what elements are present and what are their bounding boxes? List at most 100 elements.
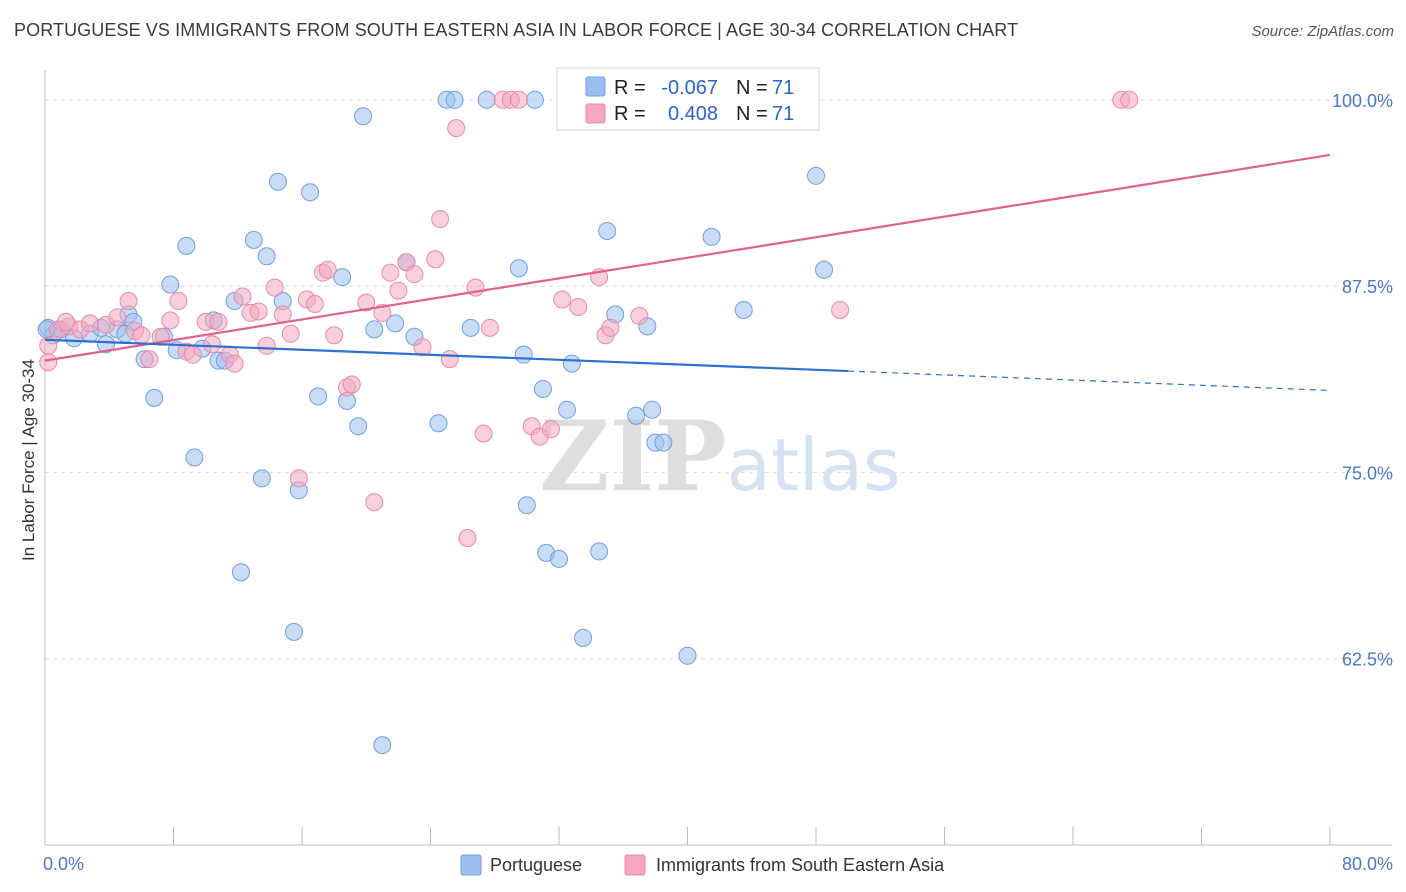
legend-label-immigrants: Immigrants from South Eastern Asia: [656, 855, 945, 875]
data-point: [447, 119, 466, 138]
data-point: [257, 336, 276, 355]
data-point: [474, 424, 493, 443]
data-point: [289, 469, 308, 488]
data-point: [354, 107, 373, 126]
data-point: [56, 312, 75, 331]
data-point: [161, 275, 180, 294]
trend-line-portuguese: [44, 338, 849, 373]
data-point: [365, 493, 384, 512]
y-axis-label: In Labor Force | Age 30-34: [19, 359, 38, 561]
legend-r-value-1: -0.067: [661, 77, 718, 99]
data-point: [185, 448, 204, 467]
data-point: [140, 350, 159, 369]
watermark: ZIPatlas: [539, 400, 900, 513]
data-point: [643, 400, 662, 419]
data-point: [132, 326, 151, 345]
y-tick-label-0: 62.5%: [1342, 650, 1393, 670]
x-tick-label-1: 80.0%: [1342, 854, 1393, 874]
data-point: [268, 172, 287, 191]
data-point: [119, 292, 138, 311]
data-point: [458, 528, 477, 547]
data-point: [145, 388, 164, 407]
data-point: [654, 433, 673, 452]
legend-n-label-2: N =: [736, 103, 768, 125]
data-point: [461, 318, 480, 337]
data-point: [550, 549, 568, 568]
y-tick-label-2: 87.5%: [1342, 277, 1393, 297]
data-point: [562, 354, 581, 373]
data-point: [257, 247, 276, 266]
data-point: [305, 294, 324, 313]
data-point: [533, 379, 552, 398]
data-point: [702, 227, 721, 246]
data-point: [1120, 90, 1139, 109]
data-point: [831, 300, 850, 319]
data-point: [574, 628, 593, 647]
data-point: [183, 345, 202, 364]
data-point: [373, 736, 392, 755]
data-point: [445, 90, 464, 109]
axes: [44, 70, 1392, 846]
data-point: [678, 646, 697, 665]
data-point: [541, 420, 560, 439]
data-point: [373, 303, 392, 322]
legend-r-value-2: 0.408: [668, 103, 718, 125]
legend-swatch-series-portuguese: [460, 854, 482, 876]
data-point: [734, 300, 753, 319]
data-point: [598, 221, 617, 240]
data-point: [553, 290, 572, 309]
data-point: [301, 183, 320, 202]
data-point: [477, 90, 496, 109]
data-point: [440, 350, 459, 369]
data-point: [203, 335, 222, 354]
data-point: [517, 496, 536, 515]
data-point: [231, 563, 250, 582]
chart-title: PORTUGUESE VS IMMIGRANTS FROM SOUTH EAST…: [14, 20, 1019, 40]
data-point: [426, 250, 445, 269]
data-point: [161, 311, 180, 330]
data-point: [80, 314, 99, 333]
trend-line-immigrants: [44, 153, 1331, 362]
data-point: [601, 318, 620, 337]
trend-lines: [44, 153, 1331, 392]
data-point: [108, 308, 127, 327]
data-point: [333, 268, 352, 287]
data-point: [389, 281, 408, 300]
stats-legend: R = -0.067 N = 71 R = 0.408 N = 71: [556, 67, 820, 131]
data-point: [569, 297, 588, 316]
legend-n-value-1: 71: [772, 77, 794, 99]
data-point: [509, 259, 528, 278]
data-point: [357, 293, 376, 312]
legend-n-value-2: 71: [772, 103, 794, 125]
x-tick-labels: 0.0% 80.0%: [43, 854, 1393, 874]
data-point: [252, 469, 271, 488]
legend-swatch-series-immigrants: [624, 854, 646, 876]
data-point: [309, 387, 328, 406]
data-point: [169, 292, 188, 311]
trend-line-portuguese-extension: [848, 370, 1331, 392]
data-point: [342, 375, 361, 394]
data-point: [509, 90, 528, 109]
x-tick-label-0: 0.0%: [43, 854, 84, 874]
data-point: [244, 230, 263, 249]
data-point: [386, 314, 405, 333]
chart-source: Source: ZipAtlas.com: [1251, 23, 1394, 40]
legend-n-label-1: N =: [736, 77, 768, 99]
legend-swatch-immigrants: [585, 103, 606, 124]
series-legend: Portuguese Immigrants from South Eastern…: [460, 854, 945, 876]
y-tick-labels: 62.5% 75.0% 87.5% 100.0%: [1332, 91, 1393, 670]
data-point: [627, 406, 646, 425]
data-point: [381, 263, 400, 282]
data-point: [281, 324, 300, 343]
data-point: [39, 336, 58, 355]
data-point: [480, 318, 499, 337]
data-point: [273, 305, 292, 324]
data-point: [249, 302, 268, 321]
data-point: [97, 335, 116, 354]
data-point: [429, 414, 448, 433]
data-point: [590, 542, 609, 561]
data-point: [284, 622, 303, 641]
legend-r-label-1: R =: [614, 77, 646, 99]
data-point: [177, 236, 196, 255]
